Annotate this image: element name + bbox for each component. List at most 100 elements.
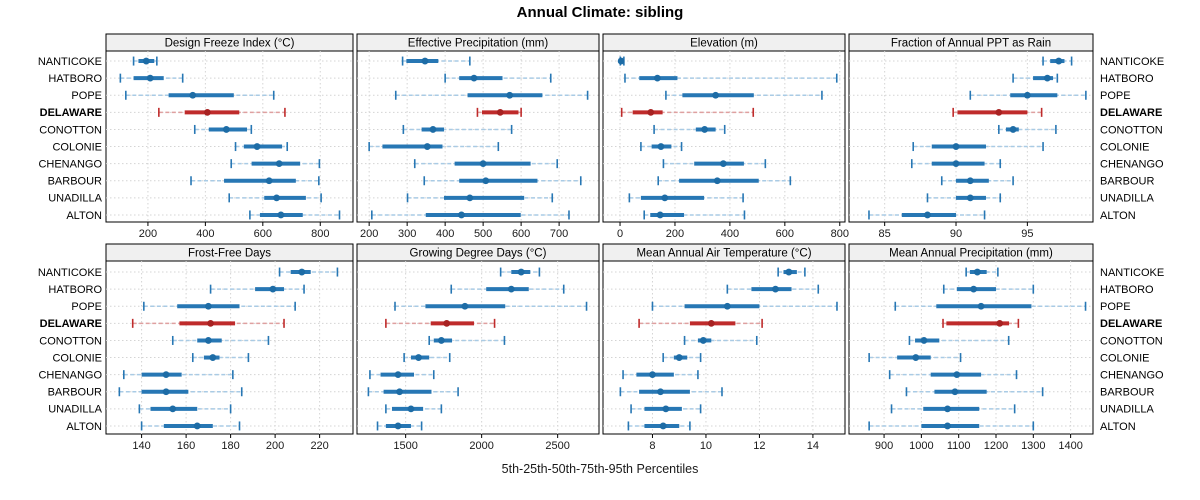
x-tick-label: 500 [474,228,492,240]
site-label-right-alton: ALTON [1100,421,1136,433]
site-label-left-conotton: CONOTTON [39,124,102,136]
row-nanticoke [132,56,158,66]
x-tick-label: 140 [132,440,150,452]
row-unadilla [890,404,1016,414]
median-dot [657,388,664,396]
median-dot [407,405,415,413]
median-dot [656,211,664,219]
x-tick-label: 220 [310,440,328,452]
median-dot [437,337,445,344]
x-tick-label: 1000 [909,440,933,452]
panel-design-freeze-index-c-: Design Freeze Index (°C) 200 400 600 800 [105,33,354,240]
site-label-left-hatboro: HATBORO [48,73,102,85]
median-dot [966,194,974,202]
row-alton [371,210,570,220]
median-dot [617,57,625,65]
row-conotton [428,335,506,345]
x-tick-label: 1300 [1021,440,1045,452]
row-hatboro [444,73,552,83]
median-dot [699,337,707,344]
row-pope [969,90,1087,100]
row-unadilla [385,404,443,414]
median-dot [973,268,981,276]
median-dot [662,405,670,413]
site-label-left-alton: ALTON [66,421,102,433]
panel-mean-annual-air-temperature-c-: Mean Annual Air Temperature (°C) 8 10 12 14 [602,243,846,452]
median-dot [429,126,437,133]
median-dot [479,160,487,168]
median-dot [647,108,655,116]
panel-strip-label: Elevation (m) [690,38,758,50]
median-dot [952,160,960,168]
row-delaware [131,318,285,328]
median-dot [661,194,669,202]
plot-area [602,260,846,435]
median-dot [275,160,283,168]
row-pope [665,90,823,100]
site-label-right-unadilla: UNADILLA [1100,404,1154,416]
site-label-right-hatboro: HATBORO [1100,73,1154,85]
median-dot [657,143,665,150]
median-dot [912,354,920,361]
median-dot [785,268,793,276]
site-label-right-hatboro: HATBORO [1100,284,1154,296]
median-dot [423,143,431,150]
median-dot [394,371,402,379]
median-dot [461,302,469,310]
x-tick-label: 400 [436,228,454,240]
row-pope [894,301,1087,311]
median-dot [507,285,515,293]
row-nanticoke [1042,56,1073,66]
median-dot [920,337,928,344]
site-label-right-barbour: BARBOUR [1100,387,1154,399]
x-tick-label: 700 [550,228,568,240]
x-tick-label: 800 [831,228,849,240]
median-dot [719,160,727,168]
x-tick-label: 0 [617,228,623,240]
median-dot [207,319,214,327]
x-tick-label: 12 [753,440,765,452]
row-nanticoke [965,267,999,277]
median-dot [951,388,959,396]
row-delaware [158,107,286,117]
page-title: Annual Climate: sibling [516,4,684,21]
row-hatboro [119,73,184,83]
median-dot [415,354,422,361]
median-dot [162,371,170,379]
median-dot [995,108,1003,116]
site-label-right-delaware: DELAWARE [1100,318,1162,330]
row-conotton [402,124,513,134]
row-nanticoke [401,56,471,66]
median-dot [203,108,211,116]
row-delaware [620,107,755,117]
row-hatboro [942,284,1035,294]
panel-growing-degree-days-c-: Growing Degree Days (°C) 1500 2000 2500 [356,243,600,452]
row-alton [627,421,691,431]
row-unadilla [406,193,554,203]
site-label-right-chenango: CHENANGO [1100,158,1164,170]
row-conotton [998,124,1057,134]
row-unadilla [630,404,702,414]
panel-effective-precipitation-mm-: Effective Precipitation (mm) 200 300 400 500… [356,33,600,240]
row-unadilla [926,193,1002,203]
x-tick-label: 900 [875,440,893,452]
median-dot [1055,57,1063,65]
row-alton [643,210,746,220]
x-tick-label: 200 [666,228,684,240]
median-dot [253,143,261,150]
x-tick-label: 160 [177,440,195,452]
panel-elevation-m-: Elevation (m) 0 200 400 600 800 [602,33,849,240]
panel-strip-label: Mean Annual Precipitation (mm) [889,248,1053,260]
median-dot [1043,74,1051,82]
median-dot [470,74,478,82]
plot-area [105,260,354,435]
row-nanticoke [499,267,541,277]
median-dot [675,354,683,361]
row-chenango [662,159,767,169]
site-label-right-conotton: CONOTTON [1100,335,1163,347]
site-label-right-delaware: DELAWARE [1100,107,1162,119]
site-label-right-pope: POPE [1100,90,1131,102]
site-label-left-colonie: COLONIE [52,352,102,364]
median-dot [142,57,150,65]
x-tick-label: 1100 [947,440,971,452]
